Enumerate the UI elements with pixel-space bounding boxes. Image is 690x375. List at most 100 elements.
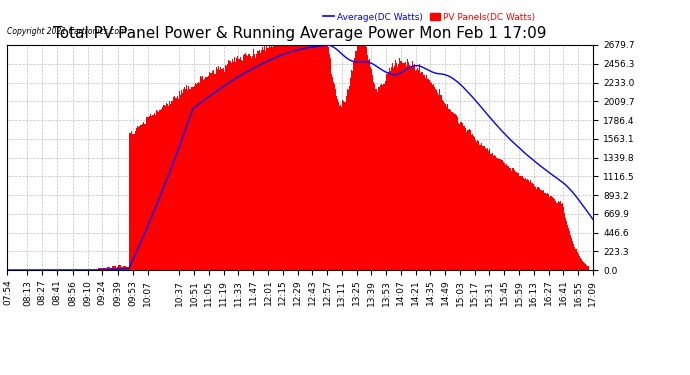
- Bar: [183, 89, 184, 270]
- Bar: [356, 51, 357, 270]
- Bar: [528, 180, 529, 270]
- Bar: [454, 114, 455, 270]
- Bar: [359, 45, 360, 270]
- Bar: [442, 101, 444, 270]
- Bar: [433, 84, 434, 270]
- Bar: [496, 158, 497, 270]
- Bar: [119, 265, 120, 270]
- Bar: [462, 126, 464, 270]
- Bar: [199, 82, 200, 270]
- Bar: [146, 117, 147, 270]
- Bar: [235, 62, 236, 270]
- Bar: [239, 59, 240, 270]
- Bar: [588, 267, 589, 270]
- Bar: [158, 112, 159, 270]
- Bar: [426, 79, 428, 270]
- Bar: [538, 187, 539, 270]
- Bar: [357, 46, 358, 270]
- Bar: [272, 48, 273, 270]
- Bar: [390, 71, 391, 270]
- Bar: [368, 59, 370, 270]
- Bar: [336, 96, 337, 270]
- Bar: [190, 89, 192, 270]
- Bar: [449, 109, 450, 270]
- Bar: [536, 189, 538, 270]
- Bar: [456, 116, 457, 270]
- Bar: [422, 75, 424, 270]
- Bar: [446, 106, 447, 270]
- Bar: [388, 68, 390, 270]
- Bar: [103, 268, 104, 270]
- Bar: [489, 149, 490, 270]
- Bar: [569, 231, 570, 270]
- Bar: [522, 176, 523, 270]
- Bar: [102, 268, 103, 270]
- Bar: [144, 124, 145, 270]
- Bar: [554, 199, 555, 270]
- Bar: [384, 81, 386, 270]
- Bar: [580, 258, 581, 270]
- Bar: [435, 88, 436, 270]
- Bar: [160, 110, 161, 270]
- Bar: [168, 106, 169, 270]
- Bar: [475, 140, 476, 270]
- Bar: [395, 60, 396, 270]
- Bar: [120, 265, 121, 270]
- Bar: [169, 101, 170, 270]
- Bar: [222, 69, 223, 270]
- Bar: [316, 45, 317, 270]
- Bar: [184, 87, 185, 270]
- Bar: [130, 133, 131, 270]
- Bar: [382, 85, 384, 270]
- Bar: [253, 50, 254, 270]
- Bar: [497, 158, 498, 270]
- Bar: [299, 45, 300, 270]
- Bar: [337, 99, 338, 270]
- Bar: [342, 100, 344, 270]
- Bar: [326, 45, 328, 270]
- Bar: [552, 197, 553, 270]
- Bar: [185, 88, 186, 270]
- Bar: [541, 190, 542, 270]
- Bar: [586, 265, 587, 270]
- Bar: [416, 70, 417, 270]
- Bar: [378, 87, 380, 270]
- Bar: [97, 268, 99, 270]
- Bar: [333, 82, 334, 270]
- Bar: [195, 82, 196, 270]
- Bar: [263, 51, 264, 270]
- Bar: [394, 66, 395, 270]
- Bar: [147, 117, 148, 270]
- Bar: [257, 51, 258, 270]
- Bar: [428, 79, 429, 270]
- Bar: [472, 134, 473, 270]
- Bar: [549, 197, 550, 270]
- Bar: [207, 77, 208, 270]
- Bar: [127, 267, 128, 270]
- Bar: [295, 45, 296, 270]
- Bar: [162, 108, 163, 270]
- Bar: [226, 66, 228, 270]
- Bar: [453, 113, 454, 270]
- Bar: [246, 55, 248, 270]
- Bar: [413, 66, 414, 270]
- Bar: [202, 76, 203, 270]
- Bar: [393, 68, 394, 270]
- Bar: [165, 106, 166, 270]
- Bar: [386, 74, 388, 270]
- Bar: [266, 46, 268, 270]
- Bar: [514, 170, 515, 270]
- Bar: [118, 265, 119, 270]
- Bar: [502, 160, 503, 270]
- Bar: [418, 70, 420, 270]
- Bar: [196, 84, 197, 270]
- Bar: [187, 90, 188, 270]
- Bar: [353, 62, 354, 270]
- Bar: [406, 59, 408, 270]
- Bar: [228, 60, 230, 270]
- Bar: [548, 195, 549, 270]
- Bar: [567, 225, 568, 270]
- Bar: [273, 45, 274, 270]
- Bar: [334, 84, 335, 270]
- Bar: [488, 152, 489, 270]
